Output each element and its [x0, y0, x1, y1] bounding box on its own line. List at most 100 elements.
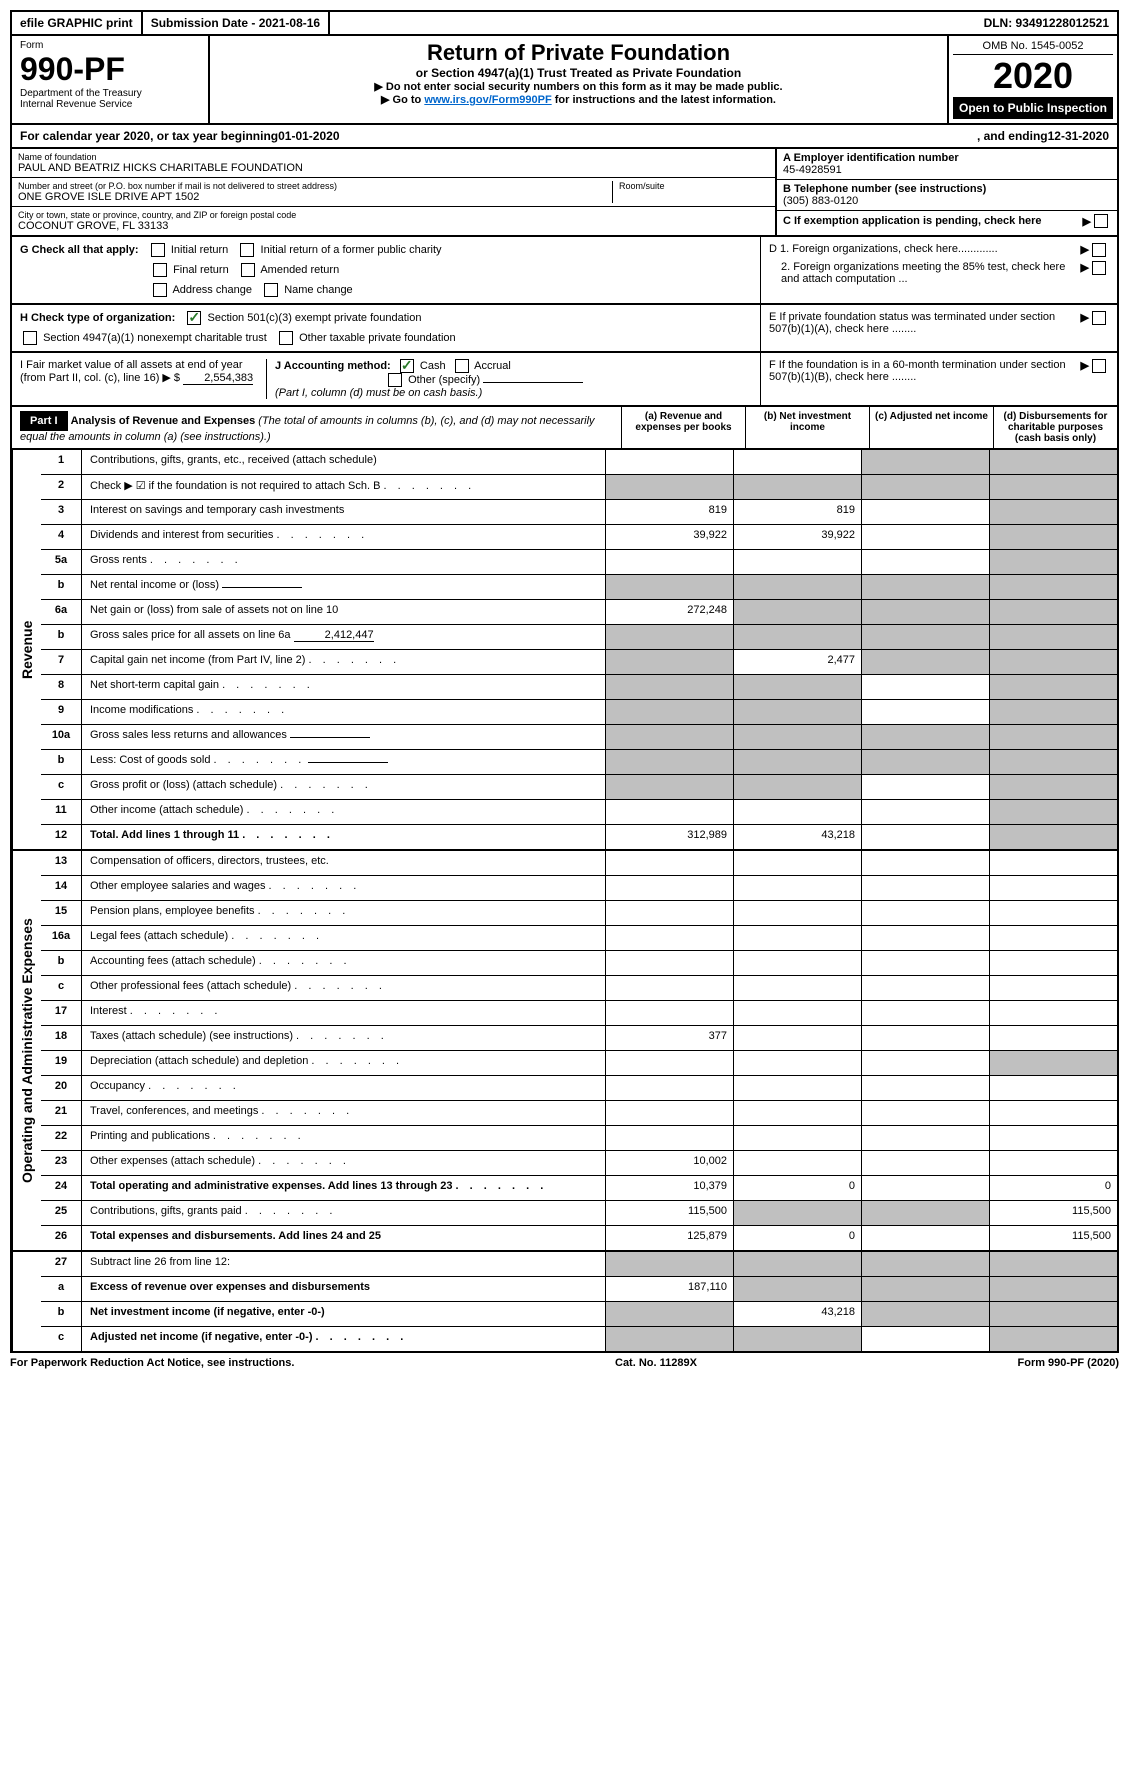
- fmv-value: 2,554,383: [183, 372, 253, 385]
- line-description: Adjusted net income (if negative, enter …: [82, 1327, 606, 1351]
- name-change-checkbox[interactable]: [264, 283, 278, 297]
- table-cell: [606, 1051, 734, 1075]
- table-cell: [990, 650, 1117, 674]
- table-cell: [862, 575, 990, 599]
- line-description: Gross sales price for all assets on line…: [82, 625, 606, 649]
- table-cell: [862, 976, 990, 1000]
- d1-checkbox[interactable]: [1092, 243, 1106, 257]
- table-cell: [734, 976, 862, 1000]
- city-state-zip: COCONUT GROVE, FL 33133: [18, 220, 769, 232]
- table-cell: [734, 901, 862, 925]
- f-checkbox[interactable]: [1092, 359, 1106, 373]
- table-row: 5aGross rents . . . . . . .: [41, 550, 1117, 575]
- table-row: 20Occupancy . . . . . . .: [41, 1076, 1117, 1101]
- e-checkbox[interactable]: [1092, 311, 1106, 325]
- table-cell: [990, 575, 1117, 599]
- line-description: Subtract line 26 from line 12:: [82, 1252, 606, 1276]
- accrual-checkbox[interactable]: [455, 359, 469, 373]
- line-number: 15: [41, 901, 82, 925]
- table-cell: [606, 750, 734, 774]
- table-cell: [606, 851, 734, 875]
- form-header: Form 990-PF Department of the Treasury I…: [10, 36, 1119, 125]
- table-cell: [734, 951, 862, 975]
- table-row: 12Total. Add lines 1 through 11 . . . . …: [41, 825, 1117, 849]
- form990pf-link[interactable]: www.irs.gov/Form990PF: [424, 94, 551, 106]
- table-cell: [990, 525, 1117, 549]
- line-description: Occupancy . . . . . . .: [82, 1076, 606, 1100]
- other-method-checkbox[interactable]: [388, 373, 402, 387]
- table-cell: [862, 675, 990, 699]
- table-cell: [862, 1151, 990, 1175]
- year-end: 12-31-2020: [1048, 129, 1109, 143]
- table-row: 3Interest on savings and temporary cash …: [41, 500, 1117, 525]
- d2-checkbox[interactable]: [1092, 261, 1106, 275]
- line-number: c: [41, 1327, 82, 1351]
- table-cell: [862, 1026, 990, 1050]
- table-row: bLess: Cost of goods sold . . . . . . .: [41, 750, 1117, 775]
- table-cell: [990, 851, 1117, 875]
- table-cell: [862, 1201, 990, 1225]
- line-number: b: [41, 625, 82, 649]
- table-cell: [862, 926, 990, 950]
- line-number: 13: [41, 851, 82, 875]
- expenses-section: Operating and Administrative Expenses 13…: [10, 851, 1119, 1252]
- line-number: c: [41, 976, 82, 1000]
- line-number: 16a: [41, 926, 82, 950]
- dln: DLN: 93491228012521: [976, 12, 1117, 34]
- form-number: 990-PF: [20, 51, 200, 88]
- line-description: Dividends and interest from securities .…: [82, 525, 606, 549]
- line-description: Depreciation (attach schedule) and deple…: [82, 1051, 606, 1075]
- table-row: bGross sales price for all assets on lin…: [41, 625, 1117, 650]
- table-cell: [734, 1201, 862, 1225]
- table-cell: [862, 1001, 990, 1025]
- 501c3-checkbox[interactable]: [187, 311, 201, 325]
- table-cell: [734, 625, 862, 649]
- other-taxable-checkbox[interactable]: [279, 331, 293, 345]
- table-cell: [862, 450, 990, 474]
- line-number: c: [41, 775, 82, 799]
- table-cell: 377: [606, 1026, 734, 1050]
- line-number: 24: [41, 1176, 82, 1200]
- table-cell: [990, 500, 1117, 524]
- table-cell: 125,879: [606, 1226, 734, 1250]
- line-description: Interest on savings and temporary cash i…: [82, 500, 606, 524]
- line-description: Accounting fees (attach schedule) . . . …: [82, 951, 606, 975]
- address-change-checkbox[interactable]: [153, 283, 167, 297]
- table-cell: [734, 450, 862, 474]
- final-return-checkbox[interactable]: [153, 263, 167, 277]
- table-row: bNet investment income (if negative, ent…: [41, 1302, 1117, 1327]
- table-cell: [990, 775, 1117, 799]
- table-cell: [734, 800, 862, 824]
- line-number: b: [41, 1302, 82, 1326]
- table-cell: [862, 725, 990, 749]
- table-row: 1Contributions, gifts, grants, etc., rec…: [41, 450, 1117, 475]
- table-cell: [734, 775, 862, 799]
- c-checkbox[interactable]: [1094, 214, 1108, 228]
- line-number: 10a: [41, 725, 82, 749]
- table-row: bAccounting fees (attach schedule) . . .…: [41, 951, 1117, 976]
- line-number: 8: [41, 675, 82, 699]
- initial-former-checkbox[interactable]: [240, 243, 254, 257]
- line-number: 21: [41, 1101, 82, 1125]
- table-row: bNet rental income or (loss): [41, 575, 1117, 600]
- line-number: 11: [41, 800, 82, 824]
- table-cell: [862, 1277, 990, 1301]
- table-cell: [990, 450, 1117, 474]
- table-cell: [606, 926, 734, 950]
- d1-label: D 1. Foreign organizations, check here..…: [769, 243, 1081, 257]
- table-cell: [606, 450, 734, 474]
- line-number: 2: [41, 475, 82, 499]
- line-number: 26: [41, 1226, 82, 1250]
- initial-return-checkbox[interactable]: [151, 243, 165, 257]
- table-cell: 10,002: [606, 1151, 734, 1175]
- line-number: 12: [41, 825, 82, 849]
- amended-return-checkbox[interactable]: [241, 263, 255, 277]
- line-number: 3: [41, 500, 82, 524]
- table-cell: [990, 926, 1117, 950]
- table-cell: [862, 1101, 990, 1125]
- table-cell: [734, 475, 862, 499]
- table-cell: [990, 1026, 1117, 1050]
- line-description: Other professional fees (attach schedule…: [82, 976, 606, 1000]
- cash-checkbox[interactable]: [400, 359, 414, 373]
- 4947-checkbox[interactable]: [23, 331, 37, 345]
